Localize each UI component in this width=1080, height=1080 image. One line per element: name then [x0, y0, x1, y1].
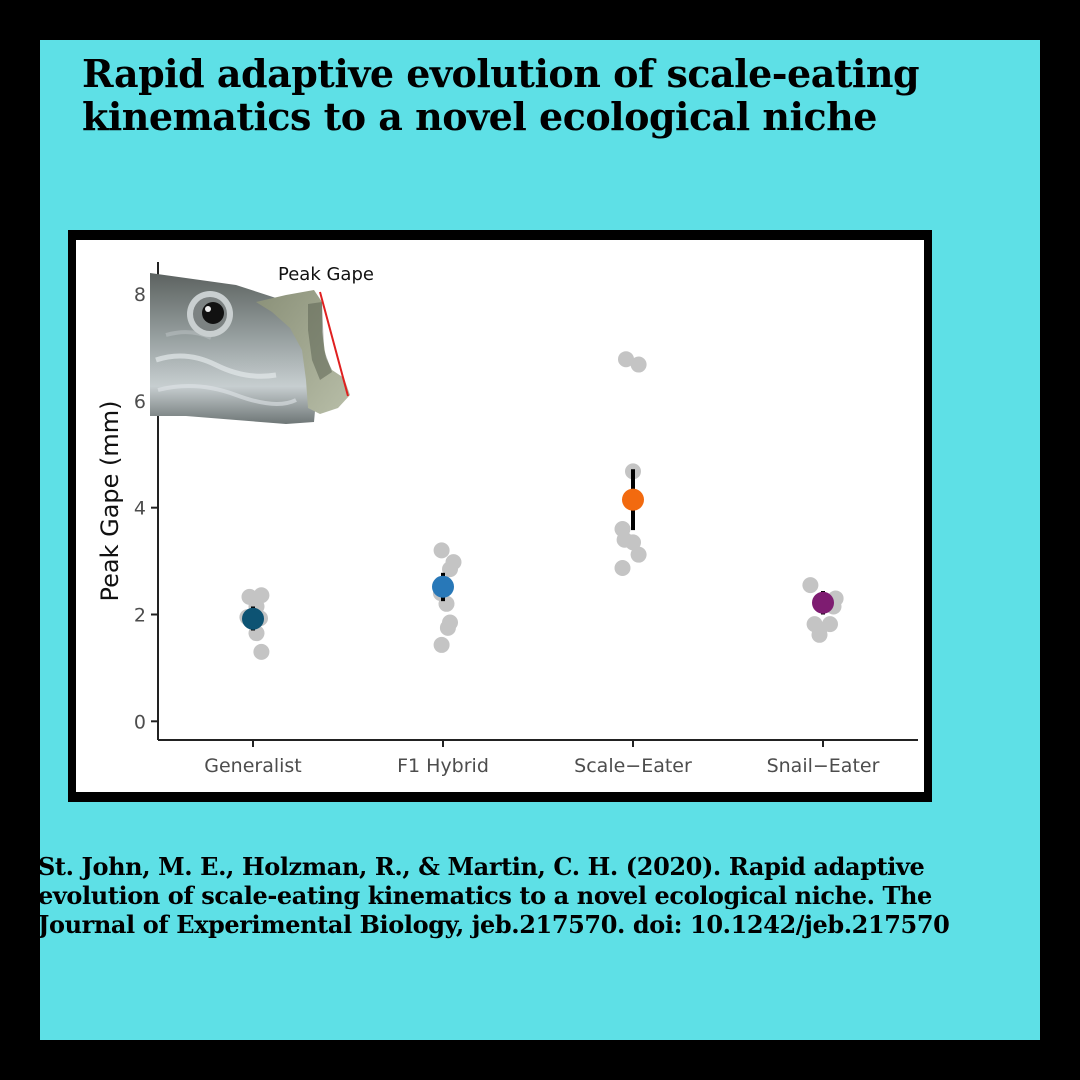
- raw-data-point: [433, 542, 450, 559]
- x-tick-label: Snail−Eater: [767, 755, 880, 777]
- x-tick-label: Generalist: [204, 755, 302, 777]
- raw-data-point: [614, 560, 631, 577]
- y-axis-label: Peak Gape (mm): [96, 400, 124, 601]
- fish-head-photo-icon: Peak Gape: [150, 264, 374, 424]
- y-tick-label: 2: [134, 604, 146, 626]
- raw-data-point: [802, 577, 819, 594]
- raw-data-point: [630, 546, 647, 563]
- peak-gape-chart: 0 2 4 6 8 Generalist F1 Hybrid Scale−Eater Snail…: [76, 240, 924, 792]
- raw-data-point: [618, 351, 634, 368]
- raw-data-point: [438, 595, 455, 612]
- gape-measure-line: [319, 291, 349, 397]
- raw-data-point: [442, 561, 458, 578]
- y-tick-label: 8: [134, 284, 146, 306]
- chart-frame: 0 2 4 6 8 Generalist F1 Hybrid Scale−Eater Snail…: [68, 230, 932, 802]
- raw-data-point: [439, 619, 456, 636]
- raw-data-point: [625, 534, 641, 551]
- raw-data-point: [630, 356, 647, 373]
- group-mean-point: [432, 575, 454, 598]
- x-tick-label: F1 Hybrid: [397, 755, 489, 777]
- y-tick-label: 4: [134, 498, 146, 520]
- group-mean-point: [812, 591, 834, 614]
- y-tick-label: 0: [134, 711, 146, 733]
- x-tick-label: Scale−Eater: [574, 755, 692, 777]
- group-mean-point: [622, 488, 644, 511]
- raw-data-point: [433, 636, 450, 653]
- raw-data-point: [811, 626, 828, 643]
- y-tick-label: 6: [134, 391, 146, 413]
- raw-data-point: [253, 643, 270, 660]
- inset-label: Peak Gape: [278, 264, 374, 285]
- axes: 0 2 4 6 8 Generalist F1 Hybrid Scale−Eater Snail…: [96, 262, 918, 777]
- group-mean-point: [242, 607, 264, 630]
- citation-text: St. John, M. E., Holzman, R., & Martin, …: [38, 852, 950, 939]
- page-title: Rapid adaptive evolution of scale-eating…: [82, 51, 920, 139]
- data-marks: [239, 351, 844, 660]
